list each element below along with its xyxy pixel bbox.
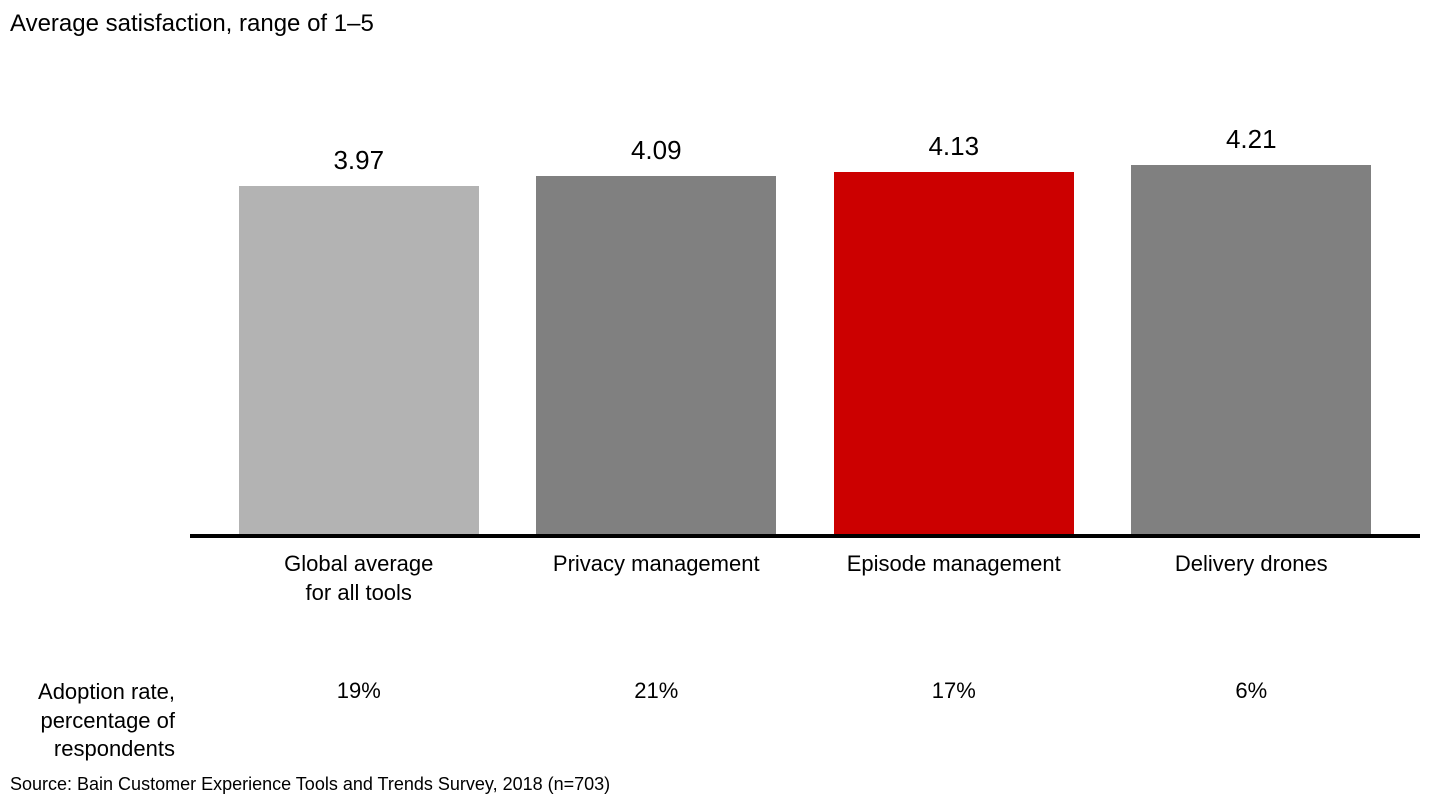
bar-slot: 4.21 — [1103, 58, 1401, 534]
chart-container: 3.97 4.09 4.13 4.21 Global averagefor all t… — [190, 58, 1420, 638]
bar-slot: 4.09 — [508, 58, 806, 534]
category-label: Global averagefor all tools — [210, 550, 508, 607]
bar-value-label: 4.09 — [631, 135, 682, 166]
chart-title: Average satisfaction, range of 1–5 — [10, 10, 1430, 38]
category-label: Episode management — [805, 550, 1103, 607]
category-label: Privacy management — [508, 550, 806, 607]
bar-value-label: 4.13 — [928, 131, 979, 162]
bar-value-label: 4.21 — [1226, 124, 1277, 155]
bar — [1131, 165, 1371, 534]
source-note: Source: Bain Customer Experience Tools a… — [10, 774, 610, 795]
bars-region: 3.97 4.09 4.13 4.21 — [190, 58, 1420, 538]
adoption-value: 17% — [805, 678, 1103, 704]
bar-slot: 3.97 — [210, 58, 508, 534]
bar-value-label: 3.97 — [333, 145, 384, 176]
adoption-row: Adoption rate,percentage ofrespondents 1… — [10, 678, 1430, 764]
bar — [239, 186, 479, 534]
adoption-row-label: Adoption rate,percentage ofrespondents — [10, 678, 190, 764]
adoption-value: 19% — [210, 678, 508, 704]
bar — [536, 176, 776, 534]
category-labels-row: Global averagefor all toolsPrivacy manag… — [190, 538, 1420, 607]
bar — [834, 172, 1074, 534]
adoption-value: 6% — [1103, 678, 1401, 704]
adoption-value: 21% — [508, 678, 806, 704]
bar-slot: 4.13 — [805, 58, 1103, 534]
category-label: Delivery drones — [1103, 550, 1401, 607]
adoption-values-row: 19%21%17%6% — [190, 678, 1420, 704]
